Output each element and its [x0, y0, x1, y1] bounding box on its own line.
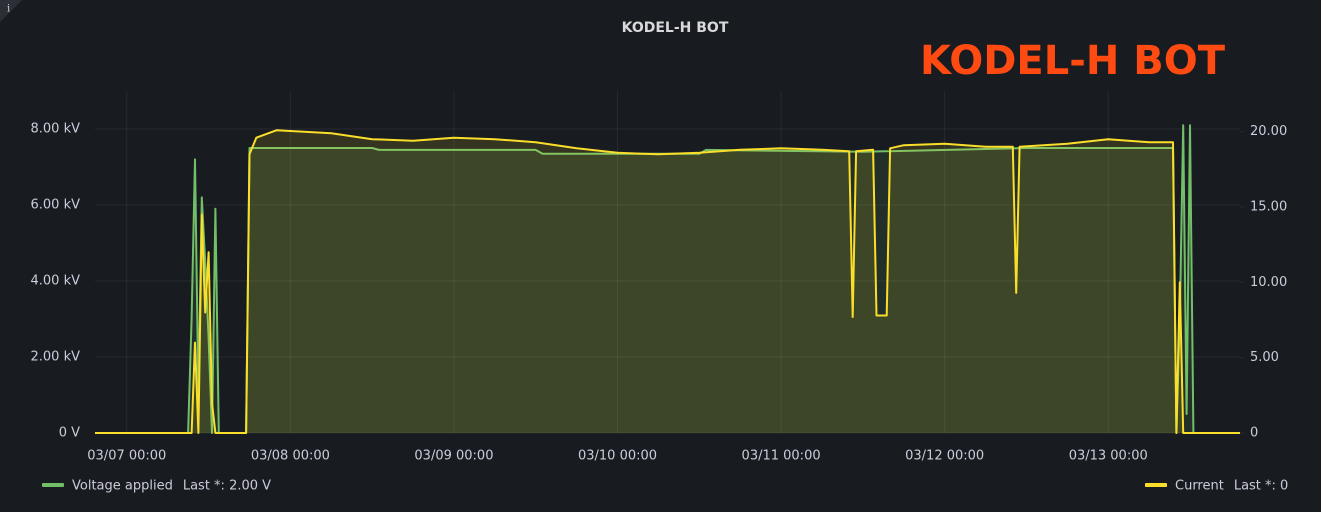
y2-tick-label: 0 [1250, 426, 1258, 441]
legend-swatch [42, 483, 64, 487]
x-tick-label: 03/13 00:00 [1069, 449, 1148, 464]
info-corner [0, 0, 22, 22]
legend-name: Voltage applied [72, 479, 173, 494]
legend-value: Last *: 0 [1234, 479, 1289, 494]
info-icon: i [7, 4, 10, 15]
y2-tick-label: 15.00 [1250, 200, 1287, 215]
chart-title: KODEL-H BOT [622, 20, 729, 36]
series-area [95, 130, 1240, 433]
y-tick-label: 2.00 kV [31, 350, 81, 365]
x-tick-label: 03/08 00:00 [251, 449, 330, 464]
annotation: KODEL-H BOT [920, 38, 1226, 84]
legend-value: Last *: 2.00 V [183, 479, 271, 494]
y-tick-label: 8.00 kV [31, 122, 81, 137]
y-tick-label: 4.00 kV [31, 274, 81, 289]
y-tick-label: 0 V [59, 426, 80, 441]
x-tick-label: 03/09 00:00 [414, 449, 493, 464]
x-tick-label: 03/11 00:00 [742, 449, 821, 464]
legend-swatch [1145, 483, 1167, 487]
y2-tick-label: 20.00 [1250, 124, 1287, 139]
y2-tick-label: 5.00 [1250, 350, 1279, 365]
x-tick-label: 03/12 00:00 [905, 449, 984, 464]
y2-tick-label: 10.00 [1250, 275, 1287, 290]
x-tick-label: 03/07 00:00 [87, 449, 166, 464]
legend-name: Current [1175, 479, 1224, 494]
y-tick-label: 6.00 kV [31, 198, 81, 213]
series-line [95, 129, 1240, 434]
x-tick-label: 03/10 00:00 [578, 449, 657, 464]
series-area [95, 125, 1240, 433]
